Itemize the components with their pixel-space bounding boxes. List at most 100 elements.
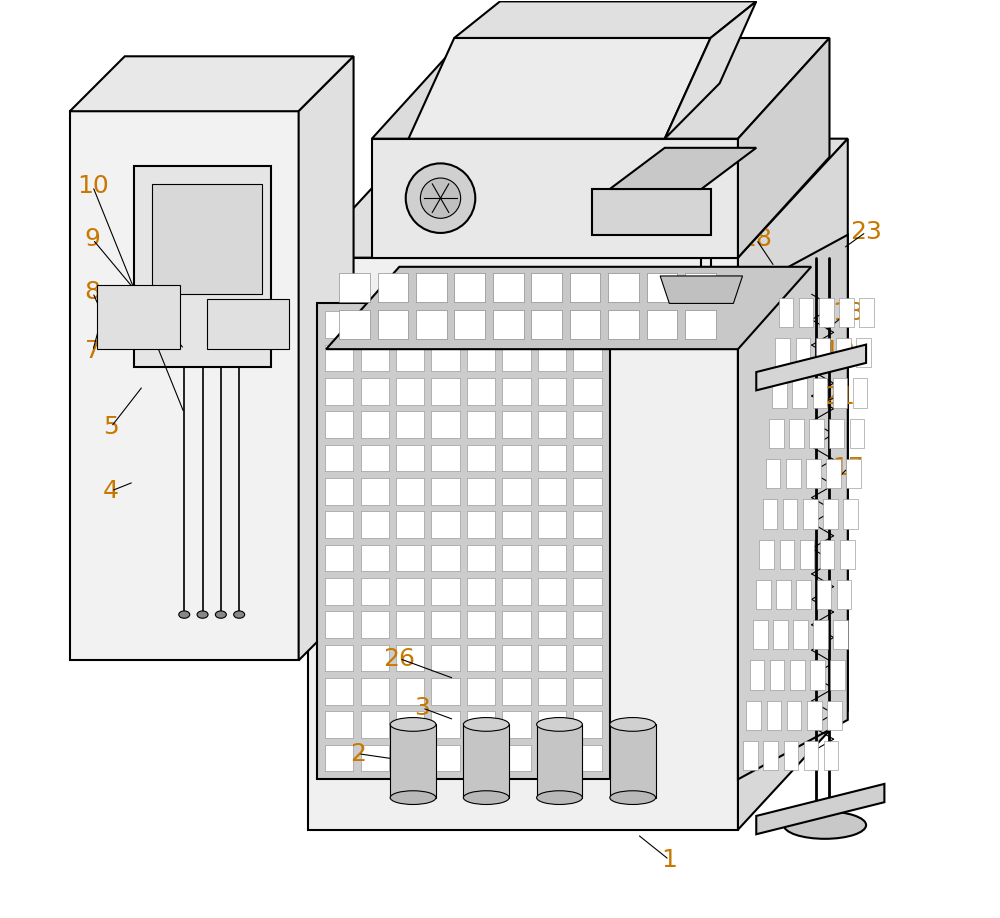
Text: 17: 17: [832, 456, 864, 480]
Bar: [493, 274, 524, 303]
Bar: [467, 711, 495, 738]
Polygon shape: [770, 660, 784, 689]
Bar: [361, 611, 389, 638]
Bar: [502, 511, 531, 538]
Bar: [325, 711, 353, 738]
Polygon shape: [776, 580, 791, 610]
Polygon shape: [817, 580, 831, 610]
Ellipse shape: [784, 812, 866, 839]
Bar: [325, 411, 353, 438]
Polygon shape: [592, 189, 711, 235]
Ellipse shape: [390, 790, 436, 804]
Bar: [467, 578, 495, 605]
Bar: [361, 444, 389, 471]
Bar: [467, 478, 495, 505]
Ellipse shape: [390, 718, 436, 732]
Polygon shape: [829, 419, 844, 448]
Polygon shape: [813, 620, 828, 649]
Bar: [339, 274, 370, 303]
Ellipse shape: [537, 718, 582, 732]
Bar: [573, 311, 602, 338]
Bar: [361, 578, 389, 605]
Bar: [685, 309, 716, 339]
Bar: [502, 544, 531, 571]
Bar: [538, 511, 566, 538]
Bar: [502, 344, 531, 372]
Bar: [431, 478, 460, 505]
Bar: [396, 478, 424, 505]
Bar: [573, 411, 602, 438]
Text: 2: 2: [350, 742, 366, 766]
Bar: [502, 411, 531, 438]
Bar: [325, 444, 353, 471]
Bar: [538, 444, 566, 471]
Bar: [502, 611, 531, 638]
Bar: [538, 478, 566, 505]
Bar: [325, 644, 353, 671]
Text: 7: 7: [85, 339, 101, 363]
Bar: [378, 274, 408, 303]
Polygon shape: [783, 499, 797, 529]
Polygon shape: [826, 459, 841, 488]
Bar: [431, 511, 460, 538]
Bar: [416, 274, 447, 303]
Bar: [608, 274, 639, 303]
Polygon shape: [824, 741, 838, 770]
Text: 28: 28: [740, 228, 772, 252]
Text: 23: 23: [850, 220, 882, 244]
Text: 11: 11: [502, 37, 534, 61]
Circle shape: [406, 163, 475, 233]
Bar: [502, 644, 531, 671]
Text: 21: 21: [823, 385, 855, 409]
Polygon shape: [859, 298, 874, 327]
Bar: [538, 578, 566, 605]
Polygon shape: [823, 499, 838, 529]
Bar: [431, 544, 460, 571]
Bar: [361, 678, 389, 705]
Bar: [325, 678, 353, 705]
Polygon shape: [738, 38, 829, 258]
Text: 12: 12: [630, 152, 662, 176]
Bar: [325, 611, 353, 638]
Bar: [361, 644, 389, 671]
Bar: [570, 274, 600, 303]
Bar: [467, 611, 495, 638]
Bar: [467, 644, 495, 671]
Polygon shape: [787, 700, 801, 730]
Bar: [416, 309, 447, 339]
Bar: [431, 711, 460, 738]
Polygon shape: [819, 298, 834, 327]
Bar: [647, 274, 677, 303]
Bar: [538, 744, 566, 771]
Bar: [396, 578, 424, 605]
Text: 5: 5: [103, 415, 119, 439]
Bar: [431, 644, 460, 671]
Polygon shape: [660, 276, 743, 304]
Polygon shape: [790, 660, 805, 689]
Bar: [396, 544, 424, 571]
Bar: [396, 378, 424, 405]
Bar: [502, 578, 531, 605]
Bar: [502, 378, 531, 405]
Bar: [538, 678, 566, 705]
Bar: [396, 744, 424, 771]
Polygon shape: [408, 38, 711, 139]
Bar: [467, 544, 495, 571]
Bar: [573, 744, 602, 771]
Polygon shape: [743, 741, 758, 770]
Polygon shape: [767, 700, 781, 730]
Bar: [396, 344, 424, 372]
Text: 3: 3: [414, 696, 430, 720]
Bar: [396, 411, 424, 438]
Bar: [573, 644, 602, 671]
Polygon shape: [799, 298, 813, 327]
Polygon shape: [769, 419, 784, 448]
Polygon shape: [152, 185, 262, 295]
Bar: [467, 344, 495, 372]
Bar: [325, 511, 353, 538]
Polygon shape: [809, 419, 824, 448]
Bar: [396, 611, 424, 638]
Polygon shape: [756, 580, 771, 610]
Bar: [431, 611, 460, 638]
Bar: [573, 611, 602, 638]
